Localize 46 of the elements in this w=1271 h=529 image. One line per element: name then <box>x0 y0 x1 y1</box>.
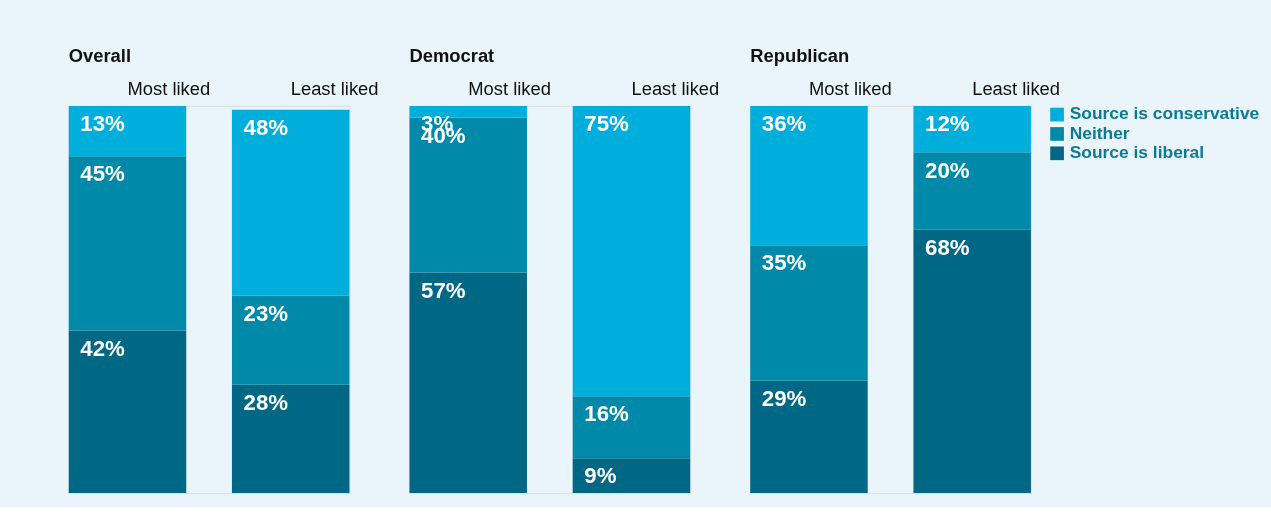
x-tick-label: Most liked <box>127 77 211 99</box>
data-label: 16% <box>584 401 630 427</box>
x-tick-label: Most liked <box>808 77 892 99</box>
bar <box>68 330 187 494</box>
data-label: 42% <box>80 335 126 361</box>
data-label: 13% <box>80 111 126 137</box>
data-label: 9% <box>584 463 617 489</box>
bar <box>913 105 1031 153</box>
data-label: 45% <box>80 161 126 187</box>
bar <box>231 109 350 296</box>
x-tick-label: Most liked <box>468 77 551 99</box>
bar <box>409 117 527 273</box>
chart-title: Democrat <box>409 45 495 67</box>
data-label: 29% <box>761 385 807 411</box>
bar <box>750 245 868 381</box>
bar <box>750 105 868 246</box>
data-label: 48% <box>243 114 289 140</box>
data-label: 36% <box>761 111 807 137</box>
data-label: 23% <box>243 300 289 326</box>
data-label: 35% <box>761 250 807 276</box>
bar <box>231 295 350 385</box>
bar <box>68 105 187 157</box>
data-label: 28% <box>243 389 289 415</box>
bar <box>913 152 1031 230</box>
bar <box>572 105 691 397</box>
bar <box>68 156 187 331</box>
data-label: 12% <box>925 111 970 137</box>
bar <box>913 229 1031 494</box>
chart-title: Republican <box>750 45 850 67</box>
x-tick-label: Least liked <box>972 77 1061 99</box>
chart-title: Overall <box>68 45 132 67</box>
data-label: 20% <box>925 157 970 183</box>
legend-label: Source is conservative <box>1069 103 1260 124</box>
x-tick-label: Least liked <box>290 77 379 99</box>
legend-label: Neither <box>1069 122 1130 143</box>
bar <box>409 105 527 118</box>
x-tick-label: Least liked <box>631 77 720 99</box>
bar <box>572 396 691 459</box>
data-label: 68% <box>925 234 970 260</box>
legend-label: Source is liberal <box>1069 142 1205 163</box>
data-label: 75% <box>584 111 630 137</box>
bar <box>409 272 527 494</box>
data-label: 57% <box>421 277 466 303</box>
bar <box>572 458 691 494</box>
bar <box>231 384 350 494</box>
bar <box>750 380 868 494</box>
